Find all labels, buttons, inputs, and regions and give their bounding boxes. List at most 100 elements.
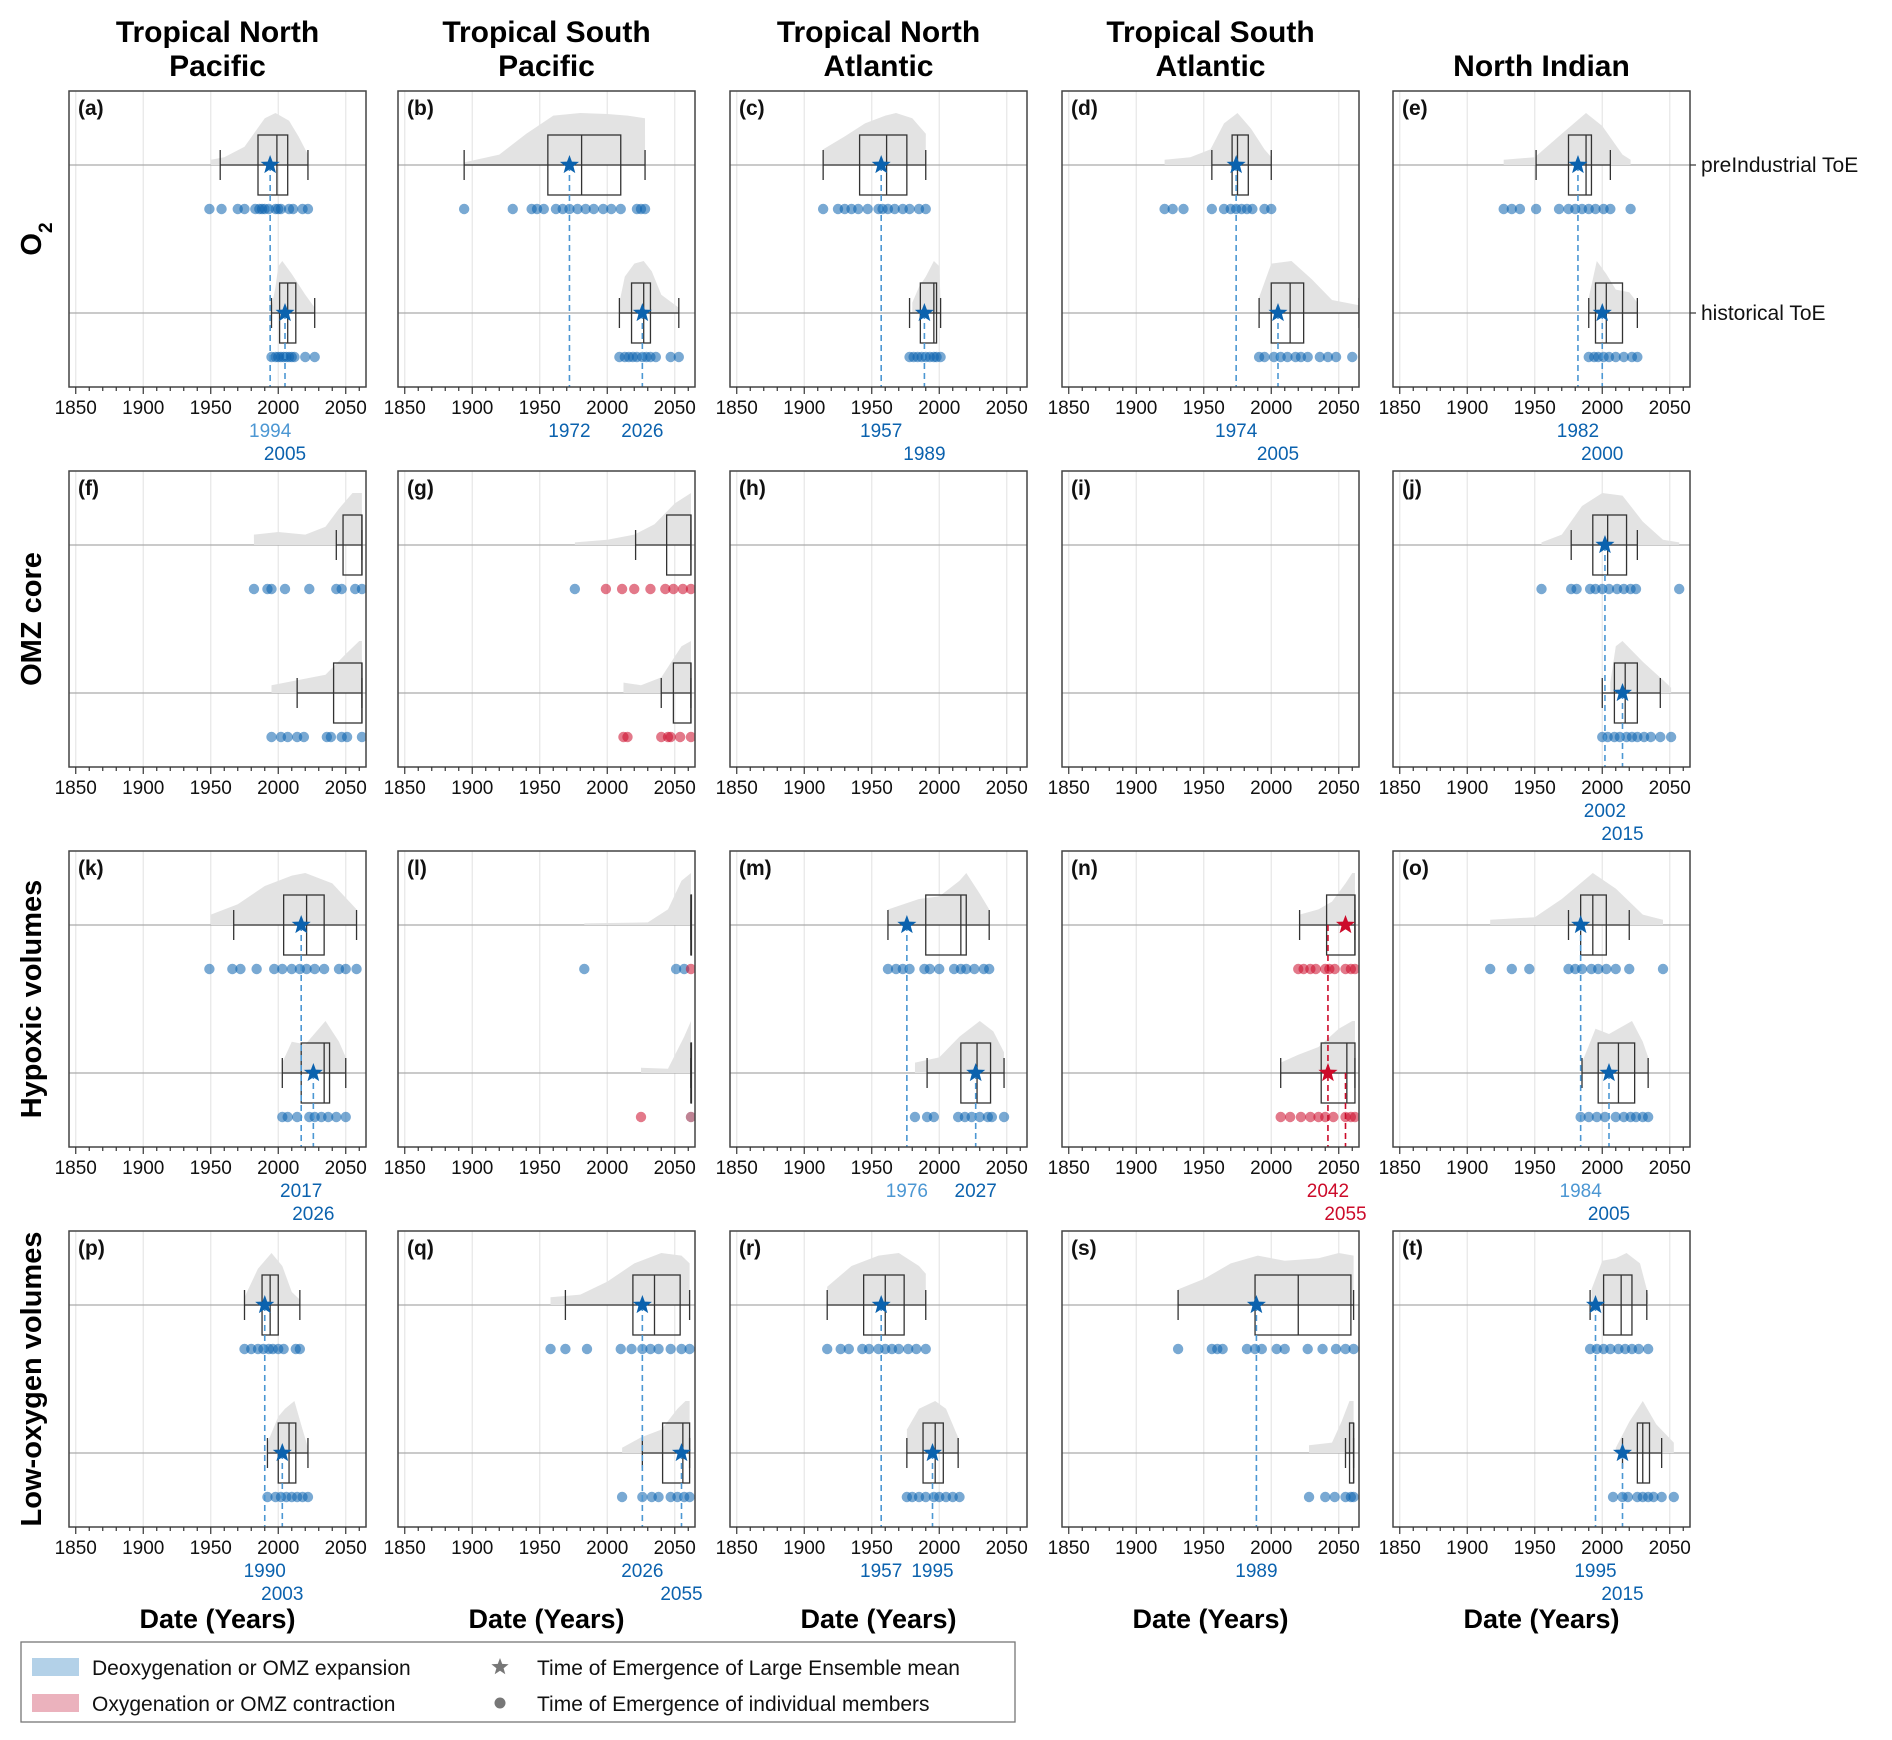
member-dot <box>653 1491 664 1503</box>
ensemble-mean-star <box>255 1295 275 1314</box>
x-tick-label: 1850 <box>716 1538 758 1559</box>
member-dot <box>1329 963 1340 975</box>
row-labels: O2 OMZ core Hypoxic volumes Low-oxygen volu… <box>16 222 57 1526</box>
member-dot <box>286 963 297 975</box>
member-dot <box>1349 963 1359 975</box>
panel: (g) 1850 1900 1950 2000 2050 <box>384 470 696 799</box>
x-tick-label: 2000 <box>586 1158 628 1179</box>
x-tick-label: 1900 <box>783 1158 825 1179</box>
member-dot <box>1178 203 1189 215</box>
legend-label: Time of Emergence of individual members <box>537 1693 930 1716</box>
panel-content <box>730 544 1027 694</box>
density-curve <box>641 1021 691 1073</box>
panel-label: (e) <box>1402 97 1428 120</box>
panel-frame <box>1061 90 1360 388</box>
row-label-main: OMZ core <box>16 552 48 686</box>
member-dot <box>302 1491 314 1503</box>
x-tick-label: 1850 <box>384 398 426 419</box>
box-iqr <box>1636 1422 1651 1484</box>
member-dot <box>1349 1111 1359 1123</box>
member-dot <box>1593 963 1604 975</box>
member-dot <box>581 1343 593 1355</box>
panel-content <box>398 873 695 1123</box>
member-dot <box>984 963 995 975</box>
toe-year-label: 1989 <box>1235 1561 1277 1582</box>
ensemble-mean-star <box>914 303 934 322</box>
member-dot <box>626 1343 637 1355</box>
member-dot <box>1302 351 1313 363</box>
x-tick-label: 1900 <box>1115 1538 1157 1559</box>
toe-year-label: 2000 <box>1581 444 1623 465</box>
member-dot <box>579 963 590 975</box>
panel-content <box>398 113 695 363</box>
density-curve <box>1259 261 1359 313</box>
toe-year-label: 2042 <box>1307 1181 1349 1202</box>
panel-content <box>398 1253 695 1503</box>
ensemble-mean-star <box>1592 303 1612 322</box>
ensemble-mean-star <box>1568 155 1588 174</box>
member-dot <box>266 583 277 595</box>
column-title: Tropical North <box>116 16 319 49</box>
member-dot <box>1632 351 1643 363</box>
x-tick-label: 2000 <box>1250 1538 1292 1559</box>
member-dot <box>966 1111 977 1123</box>
panel-label: (h) <box>739 477 766 500</box>
x-axis-title: Date (Years) <box>800 1604 956 1634</box>
legend-label: Oxygenation or OMZ contraction <box>92 1693 395 1716</box>
member-dot <box>1348 1343 1359 1355</box>
toe-year-label: 1972 <box>548 421 590 442</box>
x-tick-label: 1950 <box>1514 1538 1556 1559</box>
column-title: Pacific <box>498 50 595 83</box>
member-dot <box>580 203 591 215</box>
member-dot <box>331 1111 342 1123</box>
member-dot <box>287 203 299 215</box>
x-tick-label: 1850 <box>716 778 758 799</box>
ensemble-mean-star <box>1336 915 1355 934</box>
toe-year-label: 2015 <box>1601 824 1643 845</box>
x-tick-label: 1900 <box>122 778 164 799</box>
x-tick-label: 1900 <box>1446 1538 1488 1559</box>
x-tick-label: 1950 <box>519 398 561 419</box>
member-dot <box>356 583 366 595</box>
ensemble-mean-star <box>1613 1443 1632 1462</box>
member-dot <box>986 1111 998 1123</box>
x-tick-label: 2050 <box>986 1538 1028 1559</box>
panel: (s) 1850 1900 1950 2000 2050 1989 <box>1048 1230 1360 1582</box>
member-dot <box>356 731 366 743</box>
box-iqr <box>1602 1274 1633 1336</box>
member-dot <box>569 583 581 595</box>
density-curve <box>1309 1401 1354 1453</box>
member-dot <box>822 1343 833 1355</box>
member-dot <box>882 963 894 975</box>
panel-frame <box>1061 1230 1360 1528</box>
density-curve <box>906 1401 959 1453</box>
member-dot <box>1618 351 1630 363</box>
x-tick-label: 1850 <box>1048 398 1090 419</box>
box-iqr <box>858 134 908 196</box>
panel-content <box>1393 1253 1690 1503</box>
toe-year-label: 2005 <box>1588 1204 1630 1225</box>
x-tick-label: 2000 <box>586 778 628 799</box>
member-dot <box>645 1343 656 1355</box>
x-tick-label: 1900 <box>122 398 164 419</box>
member-dot <box>279 583 291 595</box>
x-tick-label: 1900 <box>451 1158 493 1179</box>
x-tick-label: 1950 <box>1183 1158 1225 1179</box>
x-tick-label: 2050 <box>1318 1158 1360 1179</box>
member-dot <box>1674 583 1685 595</box>
toe-year-label: 2002 <box>1584 801 1626 822</box>
member-dot <box>1284 1111 1296 1123</box>
panel-content <box>730 113 1027 363</box>
member-dot <box>893 1343 904 1355</box>
row-label: OMZ core <box>16 552 48 686</box>
legend-label: Deoxygenation or OMZ expansion <box>92 1657 411 1680</box>
x-tick-label: 1950 <box>1183 778 1225 799</box>
density-curve <box>1588 261 1638 313</box>
box-iqr <box>1594 282 1624 344</box>
column-title: Tropical South <box>442 16 650 49</box>
member-dot <box>278 1343 289 1355</box>
panel-frame <box>1392 470 1691 768</box>
column-title: Tropical South <box>1106 16 1314 49</box>
ensemble-mean-star <box>303 1063 323 1082</box>
